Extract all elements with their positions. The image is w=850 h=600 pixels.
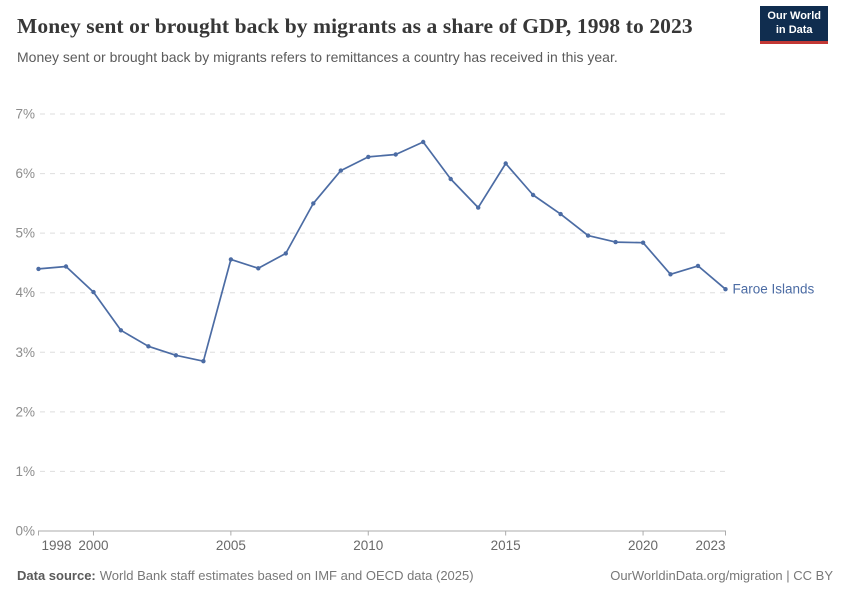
data-point[interactable] <box>723 287 728 292</box>
chart-footer: Data source: World Bank staff estimates b… <box>17 568 833 583</box>
data-source-text: World Bank staff estimates based on IMF … <box>99 568 474 583</box>
data-point[interactable] <box>503 161 508 166</box>
y-tick-label: 2% <box>15 404 35 419</box>
series-end-label: Faroe Islands <box>733 282 815 297</box>
data-point[interactable] <box>338 168 343 173</box>
data-point[interactable] <box>530 192 536 198</box>
data-point[interactable] <box>201 359 206 364</box>
data-point[interactable] <box>585 233 591 238</box>
data-point[interactable] <box>421 139 426 145</box>
x-tick-label: 2005 <box>216 538 246 553</box>
y-tick-label: 1% <box>15 464 35 479</box>
y-tick-label: 4% <box>15 285 35 300</box>
data-point[interactable] <box>36 266 41 272</box>
data-point[interactable] <box>476 205 481 210</box>
y-tick-label: 7% <box>15 107 35 122</box>
x-tick-label: 2020 <box>628 538 658 553</box>
chart-header: Money sent or brought back by migrants a… <box>17 12 832 65</box>
data-point[interactable] <box>146 344 151 349</box>
data-point[interactable] <box>366 154 371 160</box>
y-tick-label: 0% <box>15 524 35 539</box>
owid-logo-line2: in Data <box>775 23 813 36</box>
data-point[interactable] <box>91 289 96 295</box>
y-tick-label: 3% <box>15 345 35 360</box>
credit-link[interactable]: OurWorldinData.org/migration | CC BY <box>610 568 833 583</box>
chart-subtitle: Money sent or brought back by migrants r… <box>17 49 618 66</box>
data-point[interactable] <box>173 353 179 358</box>
data-source-label: Data source: <box>17 568 96 583</box>
data-point[interactable] <box>613 239 618 245</box>
data-point[interactable] <box>63 264 69 269</box>
data-point[interactable] <box>118 328 124 333</box>
data-point[interactable] <box>311 201 316 206</box>
data-point[interactable] <box>695 263 701 269</box>
chart-title: Money sent or brought back by migrants a… <box>17 14 693 38</box>
owid-logo[interactable]: Our World in Data <box>760 6 828 44</box>
y-tick-label: 6% <box>15 166 35 181</box>
data-point[interactable] <box>393 152 398 157</box>
y-tick-label: 5% <box>15 226 35 241</box>
data-point[interactable] <box>558 211 563 217</box>
data-point[interactable] <box>448 176 453 182</box>
data-point[interactable] <box>668 272 673 277</box>
x-tick-label: 2015 <box>491 538 521 553</box>
x-tick-label: 2023 <box>695 538 725 553</box>
series-line[interactable] <box>38 141 727 363</box>
data-point[interactable] <box>640 240 646 245</box>
data-point[interactable] <box>283 251 288 256</box>
x-tick-label: 1998 <box>41 538 71 553</box>
owid-logo-line1: Our World <box>767 10 821 22</box>
x-tick-label: 2000 <box>78 538 108 553</box>
x-tick-label: 2010 <box>353 538 383 553</box>
data-source: Data source: World Bank staff estimates b… <box>17 568 474 583</box>
data-point[interactable] <box>228 257 234 262</box>
data-point[interactable] <box>256 266 261 271</box>
